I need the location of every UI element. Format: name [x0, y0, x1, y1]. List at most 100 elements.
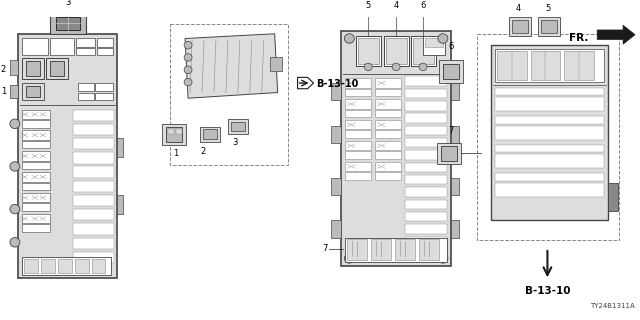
Bar	[371, 239, 391, 260]
Bar	[439, 60, 463, 83]
Bar	[405, 150, 447, 160]
Bar	[451, 178, 459, 195]
Bar	[22, 37, 48, 55]
Bar	[346, 141, 371, 150]
Circle shape	[184, 78, 192, 86]
Bar	[22, 83, 44, 100]
Bar	[425, 37, 443, 47]
Bar	[18, 34, 117, 278]
Bar	[22, 109, 50, 119]
Text: FR.: FR.	[569, 33, 588, 43]
Bar	[538, 17, 561, 36]
Circle shape	[344, 254, 355, 263]
Bar	[72, 223, 115, 235]
Bar	[97, 48, 113, 55]
Text: 4: 4	[516, 4, 521, 13]
Bar	[375, 120, 401, 130]
Bar	[72, 181, 115, 192]
Bar	[384, 36, 409, 66]
Bar	[346, 99, 371, 108]
Bar	[375, 78, 401, 88]
Bar	[495, 88, 604, 95]
Bar	[346, 172, 371, 180]
Bar	[495, 183, 604, 197]
Circle shape	[184, 54, 192, 61]
Polygon shape	[298, 77, 314, 89]
Bar	[419, 239, 439, 260]
Bar	[405, 163, 447, 172]
Bar	[22, 193, 50, 203]
Bar	[72, 109, 115, 121]
Bar	[564, 51, 594, 80]
Bar	[495, 154, 604, 168]
Bar	[356, 36, 381, 66]
Bar	[346, 89, 371, 96]
Bar	[22, 162, 50, 169]
Bar	[170, 24, 287, 164]
Bar	[495, 97, 604, 111]
Bar	[22, 151, 50, 161]
Bar	[437, 143, 461, 164]
Bar	[72, 237, 115, 249]
Bar	[346, 131, 371, 138]
Bar	[346, 162, 371, 171]
Bar	[332, 83, 341, 100]
Bar	[332, 126, 341, 143]
Bar	[405, 175, 447, 184]
Bar	[495, 173, 604, 181]
Bar	[531, 51, 561, 80]
Bar	[10, 60, 18, 76]
Bar	[92, 259, 106, 273]
Text: 1: 1	[1, 87, 6, 96]
Bar	[231, 122, 245, 132]
Bar	[22, 258, 111, 275]
Bar	[26, 61, 40, 76]
Bar	[200, 127, 220, 142]
Bar	[77, 83, 93, 91]
Text: B-13-10: B-13-10	[317, 79, 359, 89]
Circle shape	[364, 63, 372, 71]
Bar	[22, 204, 50, 211]
Bar	[26, 86, 40, 97]
Bar	[541, 20, 557, 33]
Bar	[405, 236, 447, 246]
Bar	[72, 209, 115, 220]
Bar	[176, 129, 182, 134]
Bar	[375, 162, 401, 171]
Bar	[405, 224, 447, 234]
Bar	[72, 152, 115, 164]
Bar	[22, 224, 50, 232]
Bar	[497, 51, 527, 80]
Bar	[375, 109, 401, 117]
Bar	[608, 183, 618, 211]
Bar	[346, 109, 371, 117]
Bar	[162, 124, 186, 145]
Bar	[375, 131, 401, 138]
Text: 2: 2	[1, 65, 6, 74]
Bar	[491, 45, 608, 220]
Bar	[423, 36, 445, 55]
Circle shape	[184, 41, 192, 49]
Bar	[50, 37, 74, 55]
Bar	[509, 17, 531, 36]
Bar	[375, 151, 401, 159]
Text: 3: 3	[65, 0, 70, 7]
Text: 6: 6	[448, 42, 454, 51]
Bar	[50, 61, 63, 76]
Bar	[228, 119, 248, 134]
Polygon shape	[597, 25, 635, 44]
Bar	[495, 49, 604, 82]
Bar	[72, 138, 115, 149]
Bar	[75, 259, 88, 273]
Bar	[117, 195, 124, 214]
Bar	[451, 220, 459, 237]
Bar	[346, 120, 371, 130]
Bar	[443, 64, 459, 79]
Bar	[56, 17, 79, 30]
Bar	[375, 172, 401, 180]
Text: 7: 7	[448, 126, 454, 135]
Bar	[511, 20, 527, 33]
Bar	[405, 200, 447, 209]
Bar	[413, 37, 434, 64]
Bar	[451, 83, 459, 100]
